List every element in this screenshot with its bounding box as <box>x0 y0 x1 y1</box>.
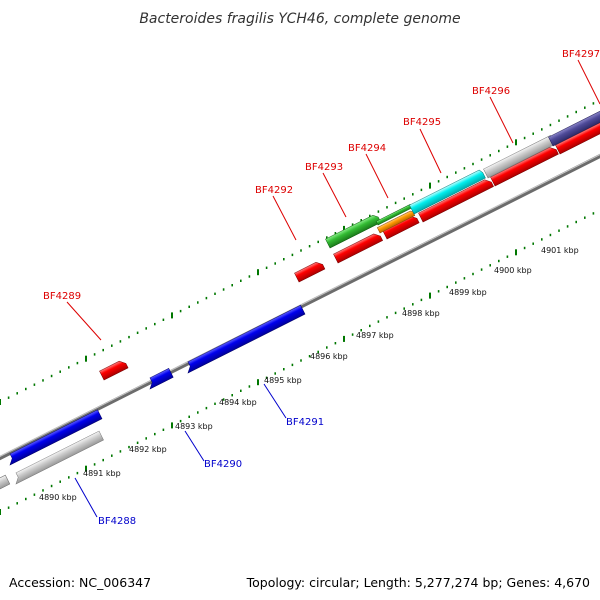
scale-label: 4896 kbp <box>310 352 348 361</box>
gene-arrow[interactable] <box>333 232 384 264</box>
upper-tick-row <box>0 102 595 405</box>
gene-arrow[interactable] <box>12 430 104 485</box>
accession-text: Accession: NC_006347 <box>9 575 151 590</box>
gene-arrow-bf4294[interactable] <box>376 210 416 234</box>
gene-arrow-bf4297[interactable] <box>548 109 600 147</box>
gene-label-bf4292[interactable]: BF4292 <box>255 185 293 196</box>
gene-arrow[interactable] <box>0 474 11 490</box>
scale-label: 4898 kbp <box>402 309 440 318</box>
gene-arrow-bf4294[interactable] <box>375 204 413 226</box>
gene-arrow-bf4293[interactable] <box>325 213 382 249</box>
forward-strand-features <box>99 122 600 381</box>
scale-label: 4894 kbp <box>219 398 257 407</box>
reverse-gene-labels: BF4288 BF4290 BF4291 <box>74 383 324 527</box>
gene-label-bf4288[interactable]: BF4288 <box>98 516 136 527</box>
gene-arrow[interactable] <box>418 178 494 223</box>
gene-label-bf4296[interactable]: BF4296 <box>472 86 510 97</box>
gene-arrow[interactable] <box>99 359 129 381</box>
scale-label: 4901 kbp <box>541 246 579 255</box>
gene-label-bf4297[interactable]: BF4297 <box>562 49 600 60</box>
gene-arrow[interactable] <box>490 145 559 187</box>
gene-arrow-bf4290[interactable] <box>146 368 174 390</box>
scale-label: 4891 kbp <box>83 469 121 478</box>
gene-label-bf4289[interactable]: BF4289 <box>43 291 81 302</box>
genome-summary-text: Topology: circular; Length: 5,277,274 bp… <box>246 575 590 590</box>
gene-label-bf4291[interactable]: BF4291 <box>286 417 324 428</box>
scale-label: 4900 kbp <box>494 266 532 275</box>
map-title: Bacteroides fragilis YCH46, complete gen… <box>139 11 460 27</box>
gene-label-bf4295[interactable]: BF4295 <box>403 117 441 128</box>
reverse-strand-features <box>0 304 306 490</box>
gene-label-bf4290[interactable]: BF4290 <box>204 459 242 470</box>
scale-labels: 4890 kbp 4891 kbp 4892 kbp 4893 kbp 4894 kbp… <box>39 246 579 502</box>
scale-label: 4895 kbp <box>264 376 302 385</box>
scale-label: 4897 kbp <box>356 331 394 340</box>
gene-label-bf4293[interactable]: BF4293 <box>305 162 343 173</box>
gene-label-bf4294[interactable]: BF4294 <box>348 143 386 154</box>
gene-arrow[interactable] <box>294 260 326 283</box>
scale-label: 4890 kbp <box>39 493 77 502</box>
gene-arrow[interactable] <box>555 122 600 155</box>
scale-label: 4893 kbp <box>175 422 213 431</box>
scale-label: 4899 kbp <box>449 288 487 297</box>
gene-arrow-bf4296[interactable] <box>483 135 556 179</box>
lower-tick-row <box>0 212 595 515</box>
gene-arrow-bf4288[interactable] <box>6 409 103 466</box>
gene-arrow-bf4291[interactable] <box>184 304 306 374</box>
forward-gene-labels: BF4289 BF4292 BF4293 BF4294 BF4295 BF429… <box>43 49 600 341</box>
forward-colored-features <box>325 109 600 249</box>
gene-arrow-bf4295[interactable] <box>409 169 486 215</box>
scale-label: 4892 kbp <box>129 445 167 454</box>
